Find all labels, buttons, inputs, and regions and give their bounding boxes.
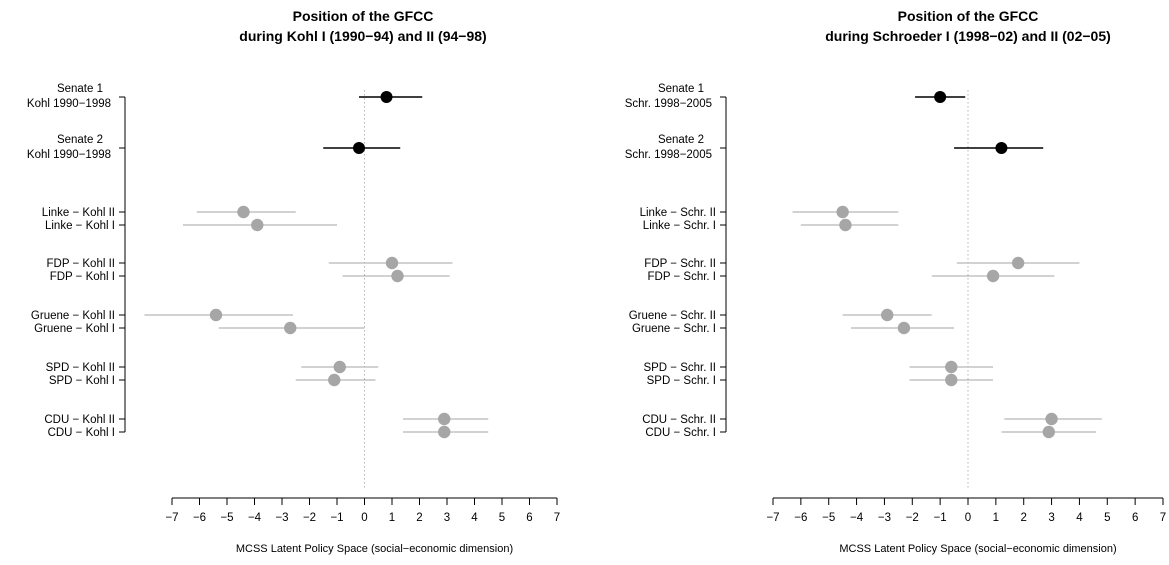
x-tick-label: 2: [1021, 512, 1027, 524]
x-tick-label: −6: [794, 512, 807, 524]
x-tick-label: 3: [444, 512, 450, 524]
panel-kohl: Position of the GFCC during Kohl I (1990−…: [27, 8, 560, 555]
row-label: CDU − Schr. I: [645, 427, 716, 439]
estimate-point: [945, 373, 958, 387]
row-label: FDP − Schr. II: [644, 258, 716, 270]
x-tick-label: −1: [330, 512, 343, 524]
x-tick-label: 0: [965, 512, 971, 524]
x-tick-label: 4: [471, 512, 478, 524]
row-label: Gruene − Schr. II: [629, 310, 716, 322]
x-tick-label: 1: [389, 512, 395, 524]
row-sublabel: Schr. 1998−2005: [625, 98, 712, 110]
x-tick-label: −3: [878, 512, 891, 524]
estimate-point: [995, 142, 1008, 154]
x-tick-label: 2: [416, 512, 422, 524]
row-label: SPD − Schr. II: [643, 362, 716, 374]
row-sublabel: Kohl 1990−1998: [27, 149, 111, 161]
estimate-point: [380, 91, 393, 103]
estimate-point: [237, 205, 250, 219]
estimate-point: [385, 256, 399, 270]
estimate-point: [986, 269, 1000, 283]
x-tick-label: 5: [499, 512, 505, 524]
estimate-point: [934, 91, 947, 103]
estimate-point: [945, 360, 958, 374]
chart-title: Position of the GFCC: [293, 8, 434, 24]
x-tick-label: 3: [1048, 512, 1054, 524]
x-tick-label: 0: [361, 512, 367, 524]
x-tick-label: −5: [822, 512, 835, 524]
row-label: SPD − Kohl II: [46, 362, 115, 374]
estimate-point: [328, 373, 341, 387]
row-sublabel: Kohl 1990−1998: [27, 98, 111, 110]
estimate-point: [391, 269, 404, 283]
x-tick-label: −2: [303, 512, 316, 524]
estimate-point: [897, 321, 911, 335]
x-tick-label: −7: [165, 512, 178, 524]
estimate-point: [251, 218, 264, 232]
row-sublabel: Schr. 1998−2005: [625, 149, 712, 161]
x-axis-title: MCSS Latent Policy Space (social−economi…: [839, 543, 1116, 555]
row-label: FDP − Kohl II: [46, 258, 115, 270]
row-label: SPD − Schr. I: [647, 375, 716, 387]
x-tick-label: −5: [220, 512, 233, 524]
estimate-point: [881, 308, 894, 322]
x-tick-label: 1: [993, 512, 999, 524]
x-tick-label: 5: [1104, 512, 1110, 524]
estimate-point: [1011, 256, 1025, 270]
estimate-point: [1045, 412, 1058, 426]
estimate-point: [1042, 425, 1055, 439]
row-label: CDU − Schr. II: [642, 414, 716, 426]
x-tick-label: −4: [850, 512, 864, 524]
row-label: Linke − Kohl II: [42, 207, 115, 219]
x-tick-label: 7: [554, 512, 560, 524]
x-tick-label: 6: [526, 512, 532, 524]
row-label: FDP − Schr. I: [648, 271, 717, 283]
x-tick-label: 6: [1132, 512, 1138, 524]
row-label: Linke − Kohl I: [45, 220, 115, 232]
estimate-point: [353, 142, 365, 154]
row-label: Linke − Schr. II: [640, 207, 716, 219]
row-label: SPD − Kohl I: [49, 375, 115, 387]
row-label: Senate 1: [658, 83, 704, 95]
x-tick-label: −7: [766, 512, 779, 524]
row-label: Gruene − Schr. I: [632, 323, 716, 335]
x-tick-label: −3: [275, 512, 288, 524]
x-tick-label: 7: [1160, 512, 1166, 524]
estimate-point: [438, 412, 451, 426]
x-tick-label: −4: [248, 512, 262, 524]
estimate-point: [333, 360, 346, 374]
x-tick-label: 4: [1076, 512, 1083, 524]
estimate-point: [836, 205, 849, 219]
chart-subtitle: during Schroeder I (1998−02) and II (02−…: [825, 28, 1111, 44]
chart-subtitle: during Kohl I (1990−94) and II (94−98): [239, 28, 486, 44]
row-label: Linke − Schr. I: [643, 220, 716, 232]
row-label: CDU − Kohl II: [44, 414, 115, 426]
panel-schroeder: Position of the GFCC during Schroeder I (…: [625, 8, 1167, 555]
chart-title: Position of the GFCC: [898, 8, 1039, 24]
row-label: Gruene − Kohl I: [34, 323, 115, 335]
estimate-point: [438, 425, 451, 439]
x-tick-label: −6: [193, 512, 206, 524]
row-label: Senate 1: [57, 83, 103, 95]
estimate-point: [839, 218, 852, 232]
x-tick-label: −1: [934, 512, 947, 524]
estimate-point: [284, 321, 297, 335]
x-tick-label: −2: [906, 512, 919, 524]
row-label: FDP − Kohl I: [50, 271, 115, 283]
x-axis-title: MCSS Latent Policy Space (social−economi…: [236, 543, 513, 555]
row-label: Gruene − Kohl II: [31, 310, 115, 322]
row-label: Senate 2: [57, 134, 103, 146]
row-label: CDU − Kohl I: [48, 427, 115, 439]
estimate-point: [209, 308, 223, 322]
row-label: Senate 2: [658, 134, 704, 146]
